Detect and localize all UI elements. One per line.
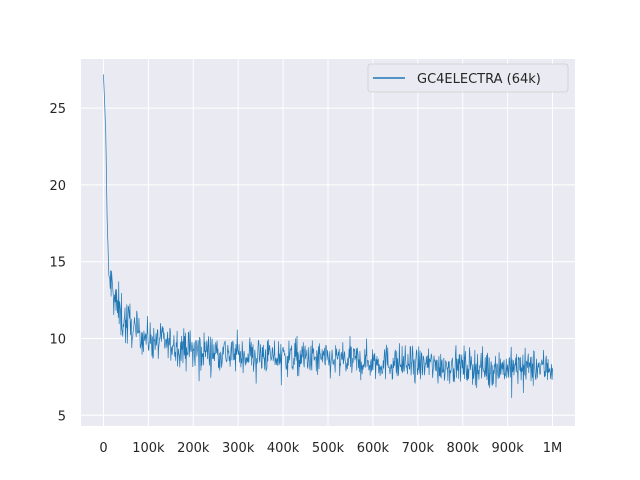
- x-tick-label: 700k: [402, 441, 435, 456]
- y-axis-ticks: 5 10 15 20 25: [49, 102, 66, 424]
- legend-box: [367, 63, 569, 93]
- x-tick-label: 800k: [447, 441, 480, 456]
- x-tick-label: 500k: [312, 441, 345, 456]
- x-axis-ticks: 0 100k 200k 300k 400k 500k 600k 700k 800k 900k 1M: [99, 441, 562, 456]
- x-tick-label: 600k: [357, 441, 390, 456]
- x-tick-label: 200k: [177, 441, 210, 456]
- y-tick-label: 20: [49, 179, 66, 194]
- series-line-gc4electra: [103, 74, 553, 398]
- y-tick-label: 10: [49, 332, 66, 347]
- y-tick-label: 25: [49, 102, 66, 117]
- y-tick-label: 5: [58, 409, 66, 424]
- legend-label: GC4ELECTRA (64k): [417, 72, 541, 87]
- y-tick-label: 15: [49, 256, 66, 271]
- legend: GC4ELECTRA (64k): [367, 63, 569, 93]
- x-tick-label: 900k: [491, 441, 524, 456]
- x-tick-label: 1M: [543, 441, 563, 456]
- x-tick-label: 0: [99, 441, 107, 456]
- x-tick-label: 300k: [222, 441, 255, 456]
- x-tick-label: 100k: [132, 441, 165, 456]
- x-tick-label: 400k: [267, 441, 300, 456]
